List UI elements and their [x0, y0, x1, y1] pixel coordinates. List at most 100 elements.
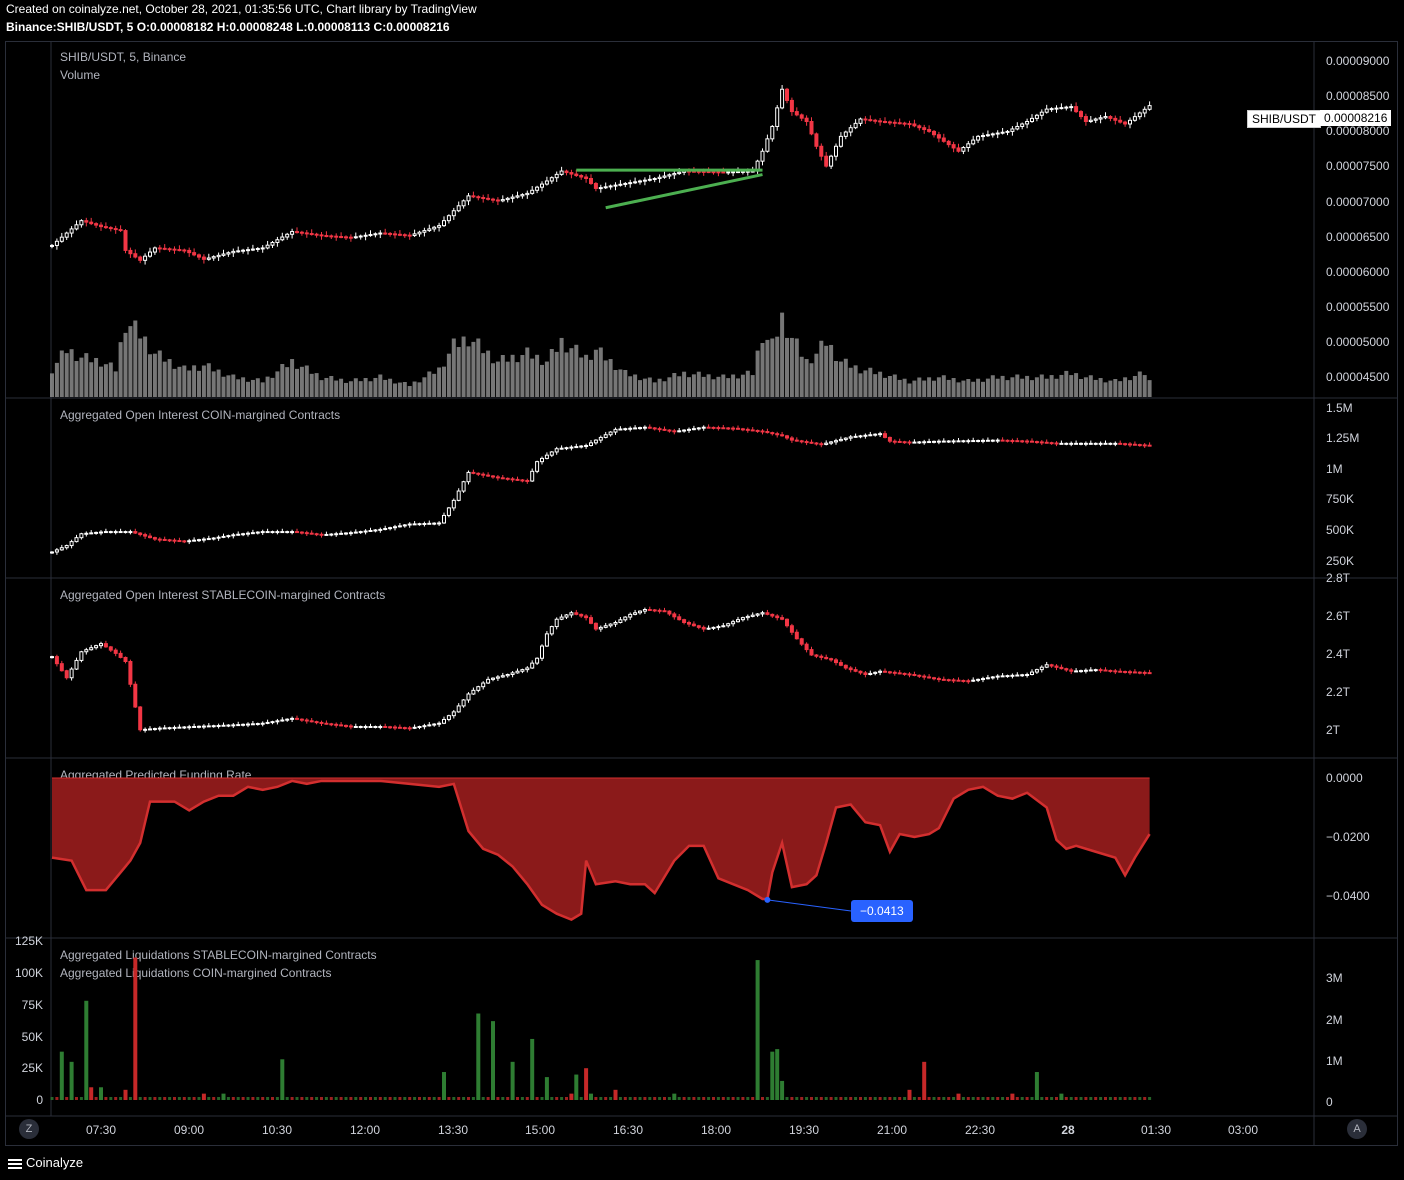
liquidation-bar-small: [1045, 1097, 1049, 1100]
volume-bar: [789, 337, 794, 397]
candle-body: [397, 525, 402, 528]
candle-body: [838, 662, 843, 666]
volume-bar: [211, 371, 216, 397]
liquidation-bar-small: [854, 1097, 858, 1100]
candle-body: [1005, 130, 1010, 133]
candle-body: [976, 135, 981, 141]
volume-bar: [510, 354, 515, 397]
volume-bar: [902, 378, 907, 397]
volume-bar: [721, 374, 726, 397]
candle-body: [623, 616, 628, 621]
volume-bar: [1039, 374, 1044, 397]
candle-body: [402, 234, 407, 237]
liquidation-bar-small: [349, 1097, 353, 1100]
candle-body: [162, 727, 167, 730]
candle-body: [152, 537, 157, 540]
volume-bar: [1064, 370, 1069, 397]
candle-body: [363, 234, 368, 237]
volume-bar: [388, 378, 393, 397]
candle-body: [197, 254, 201, 258]
liquidation-bar-small: [1138, 1097, 1142, 1100]
candle-body: [765, 431, 770, 434]
candle-body: [437, 722, 442, 725]
volume-bar: [50, 373, 54, 397]
candle-body: [152, 728, 157, 731]
volume-bar: [471, 341, 476, 397]
timezone-button[interactable]: Z: [19, 1119, 39, 1139]
candle-body: [981, 135, 985, 138]
candle-body: [819, 443, 824, 446]
candle-body: [1118, 442, 1123, 445]
liquidation-bar-small: [702, 1097, 706, 1100]
y-tick-label: 0.00008000: [1326, 124, 1390, 138]
liquidation-bar-small: [506, 1097, 510, 1100]
volume-bar: [192, 365, 197, 397]
candle-body: [113, 531, 118, 534]
liquidation-bar-small: [1050, 1097, 1054, 1100]
candle-body: [829, 441, 834, 444]
candle-body: [946, 140, 951, 146]
candle-body: [446, 715, 451, 720]
candle-body: [892, 440, 897, 443]
x-tick-label: 03:00: [1228, 1123, 1258, 1137]
candle-body: [1128, 671, 1132, 674]
candle-body: [290, 531, 295, 534]
candle-body: [863, 434, 868, 437]
candle-body: [422, 725, 427, 728]
candle-body: [932, 440, 936, 443]
candle-body: [422, 523, 427, 526]
liquidation-bar-small: [927, 1097, 931, 1100]
volume-bar: [123, 332, 128, 397]
liquidation-bar-small: [383, 1097, 387, 1100]
volume-bar: [809, 363, 814, 397]
volume-bar: [535, 354, 540, 397]
liquidation-bar-small: [300, 1097, 304, 1100]
liquidation-bar-small: [1015, 1097, 1019, 1100]
candle-body: [863, 118, 868, 121]
candle-body: [187, 726, 192, 729]
candle-body: [1113, 117, 1118, 121]
volume-bar: [834, 361, 838, 397]
candle-body: [1044, 108, 1049, 113]
volume-bar: [912, 380, 917, 397]
candle-body: [765, 612, 770, 615]
candle-body: [897, 672, 902, 675]
liquidation-bar-small: [996, 1097, 1000, 1100]
candle-body: [1074, 106, 1079, 113]
candle-body: [290, 231, 295, 235]
candle-body: [961, 679, 966, 682]
liquidation-bar-small: [128, 1097, 132, 1100]
y-tick-label: 0.00006500: [1326, 230, 1390, 244]
candle-body: [1015, 674, 1020, 677]
volume-bar: [760, 343, 765, 397]
candle-body: [1034, 669, 1039, 673]
candle-body: [466, 693, 471, 701]
candle-body: [520, 479, 525, 482]
candle-body: [285, 233, 290, 238]
candle-body: [148, 535, 152, 539]
y-tick-label: 0.00004500: [1326, 370, 1390, 384]
liquidation-bar-small: [1089, 1097, 1093, 1100]
candle-body: [775, 107, 780, 127]
menu-icon[interactable]: [8, 1157, 22, 1171]
liquidation-bar-small: [555, 1097, 559, 1100]
footer-brand[interactable]: Coinalyze: [8, 1155, 83, 1171]
candle-body: [1118, 670, 1123, 673]
candle-body: [363, 530, 368, 533]
candle-body: [981, 678, 985, 681]
liquidation-bar-small: [810, 1097, 813, 1100]
candle-body: [794, 439, 799, 442]
liquidation-bar-small: [859, 1097, 862, 1100]
candle-body: [1064, 668, 1069, 671]
auto-scale-button[interactable]: A: [1347, 1119, 1367, 1139]
y-tick-label: 0: [1326, 1095, 1333, 1109]
candle-body: [829, 155, 834, 167]
candle-body: [319, 721, 324, 724]
volume-bar: [103, 364, 108, 397]
candle-body: [74, 537, 79, 543]
candle-body: [500, 199, 505, 202]
volume-bar: [838, 361, 843, 397]
candle-body: [922, 441, 927, 444]
candle-body: [118, 652, 123, 658]
